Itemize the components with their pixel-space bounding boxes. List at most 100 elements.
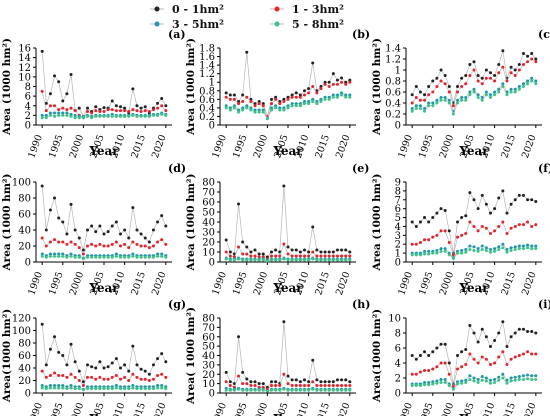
y-tick-label: 2 <box>395 240 401 251</box>
data-point <box>447 90 451 94</box>
data-point <box>237 108 241 112</box>
panel-label: (e) <box>352 162 369 175</box>
data-point <box>298 95 302 99</box>
data-point <box>344 384 348 387</box>
data-point <box>315 91 319 95</box>
data-point <box>526 377 530 381</box>
data-point <box>131 344 135 348</box>
data-point <box>476 96 480 99</box>
data-point <box>464 98 468 102</box>
data-point <box>40 49 44 53</box>
data-point <box>294 388 298 392</box>
data-point <box>270 106 274 110</box>
data-point <box>156 220 160 224</box>
data-point <box>340 258 344 262</box>
data-point <box>315 254 319 258</box>
data-point <box>69 254 73 258</box>
data-point <box>57 108 61 112</box>
data-point <box>327 250 331 254</box>
data-point <box>302 89 306 93</box>
y-tick-label: 0 <box>25 258 31 269</box>
data-point <box>257 258 261 262</box>
data-point <box>147 246 151 250</box>
data-point <box>505 79 509 83</box>
data-point <box>261 110 265 114</box>
data-point <box>423 369 427 372</box>
data-point <box>534 60 538 64</box>
data-point <box>526 373 530 377</box>
data-point <box>69 106 73 110</box>
data-point <box>77 379 81 382</box>
data-point <box>61 220 65 224</box>
data-point <box>534 244 538 248</box>
data-point <box>323 388 327 392</box>
y-axis-label: Area (1000 hm²) <box>185 174 197 272</box>
series-3 <box>40 386 168 392</box>
panel-label: (f) <box>538 162 550 175</box>
data-point <box>348 78 352 82</box>
data-point <box>290 93 294 97</box>
data-point <box>464 363 468 366</box>
data-point <box>319 85 323 88</box>
data-point <box>435 346 439 350</box>
data-point <box>57 384 61 387</box>
data-point <box>423 98 427 102</box>
data-point <box>307 258 311 262</box>
data-point <box>513 68 517 72</box>
data-point <box>484 335 488 339</box>
data-point <box>90 242 94 246</box>
data-point <box>423 350 427 354</box>
data-point <box>505 345 509 348</box>
legend-label: 5 - 8hm² <box>292 18 344 31</box>
data-point <box>53 386 57 390</box>
data-point <box>509 226 513 230</box>
data-point <box>484 376 488 380</box>
data-point <box>439 207 443 211</box>
data-point <box>139 232 143 236</box>
data-point <box>302 93 306 97</box>
data-point <box>98 360 102 364</box>
data-point <box>274 106 278 110</box>
data-point <box>423 252 427 256</box>
data-point <box>294 91 298 95</box>
series-1 <box>224 80 352 118</box>
x-tick-label: 2020 <box>520 270 539 296</box>
data-point <box>114 220 118 224</box>
data-point <box>290 95 294 99</box>
x-tick-label: 2000 <box>68 401 87 416</box>
data-point <box>286 382 290 386</box>
data-point <box>513 375 517 379</box>
data-point <box>224 250 228 254</box>
data-point <box>460 381 464 385</box>
data-point <box>505 363 509 366</box>
data-point <box>147 255 151 259</box>
data-point <box>468 90 472 94</box>
data-point <box>118 377 122 381</box>
data-point <box>340 388 344 392</box>
data-point <box>307 380 311 384</box>
data-point <box>526 246 530 250</box>
data-point <box>160 386 164 390</box>
data-point <box>294 254 298 258</box>
data-point <box>69 372 73 376</box>
data-point <box>278 106 282 110</box>
data-point <box>139 255 143 259</box>
legend-marker <box>274 21 280 27</box>
data-point <box>439 98 443 102</box>
legend-marker <box>274 6 280 12</box>
data-point <box>464 214 468 218</box>
data-point <box>443 381 447 384</box>
data-point <box>298 102 302 106</box>
data-point <box>476 93 480 97</box>
data-point <box>224 388 228 392</box>
data-point <box>86 114 90 118</box>
data-point <box>468 93 472 97</box>
data-point <box>493 93 497 97</box>
data-point <box>509 71 513 75</box>
data-point <box>521 193 525 197</box>
data-point <box>427 381 431 384</box>
data-point <box>228 93 232 97</box>
data-point <box>151 113 155 117</box>
data-point <box>106 365 110 369</box>
y-axis-label: Area( 1000 hm²) <box>185 307 197 405</box>
